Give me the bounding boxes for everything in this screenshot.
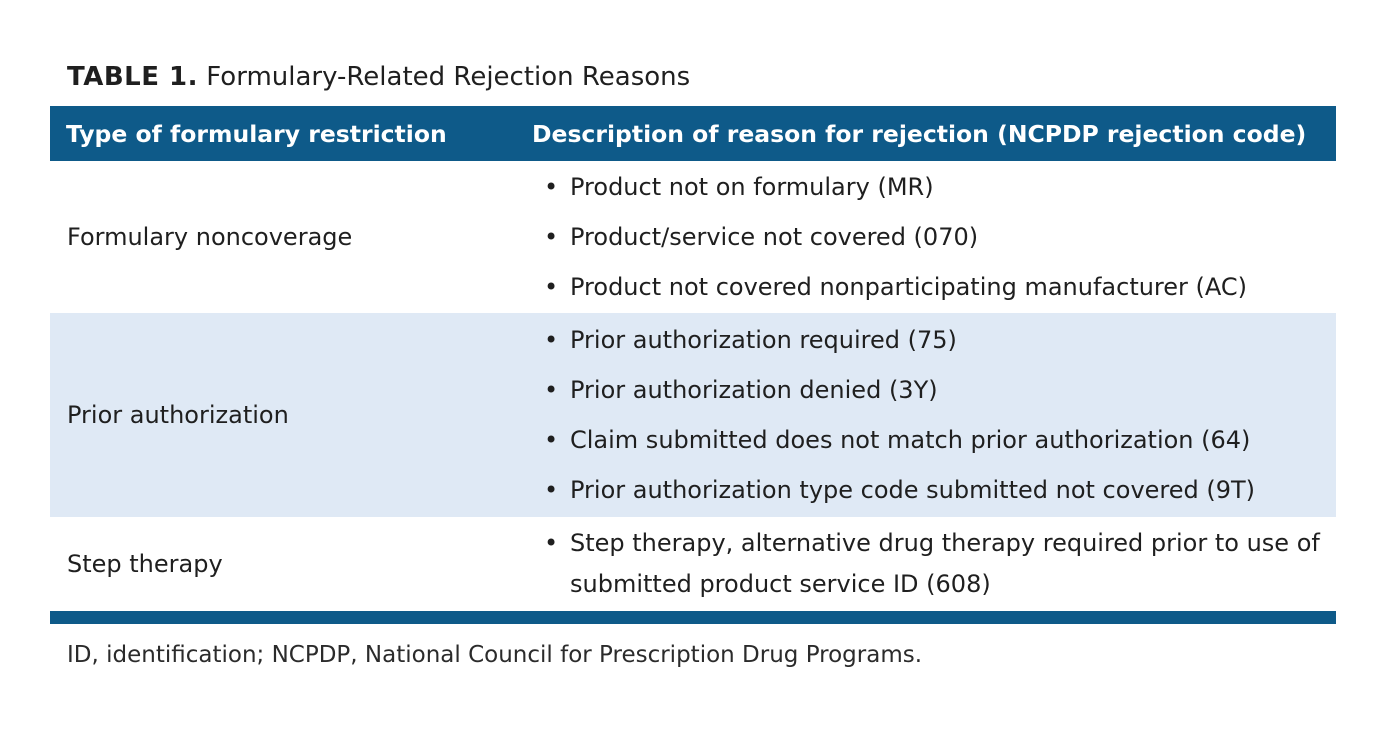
table-header-row: Type of formulary restriction Descriptio… <box>50 106 1336 161</box>
table-row: Formulary noncoverage Product not on for… <box>50 161 1336 313</box>
reason-item: Prior authorization required (75) <box>544 315 1336 365</box>
table-footnote: ID, identification; NCPDP, National Coun… <box>67 642 923 668</box>
rejection-reasons-cell: Step therapy, alternative drug therapy r… <box>493 517 1336 611</box>
header-restriction-type: Type of formulary restriction <box>50 106 493 161</box>
restriction-type-cell: Formulary noncoverage <box>67 223 353 251</box>
reason-item: Prior authorization denied (3Y) <box>544 365 1336 415</box>
reason-list: Product not on formulary (MR) Product/se… <box>544 162 1336 312</box>
reason-list: Prior authorization required (75) Prior … <box>544 315 1336 515</box>
restriction-type-cell: Prior authorization <box>50 313 493 517</box>
table-bottom-rule <box>50 611 1336 624</box>
reason-item: Prior authorization type code submitted … <box>544 465 1336 515</box>
table-row: Step therapy Step therapy, alternative d… <box>50 517 1336 611</box>
restriction-type-cell: Step therapy <box>67 550 223 578</box>
reason-list: Step therapy, alternative drug therapy r… <box>544 523 1336 605</box>
reason-item: Step therapy, alternative drug therapy r… <box>544 523 1336 605</box>
table-caption: TABLE 1. Formulary-Related Rejection Rea… <box>67 62 690 92</box>
header-rejection-description: Description of reason for rejection (NCP… <box>493 106 1336 161</box>
table-number: TABLE 1. <box>67 62 199 92</box>
reason-item: Claim submitted does not match prior aut… <box>544 415 1336 465</box>
reason-item: Product/service not covered (070) <box>544 212 1336 262</box>
reason-item: Product not covered nonparticipating man… <box>544 262 1336 312</box>
table-title: Formulary-Related Rejection Reasons <box>206 62 691 92</box>
rejection-reasons-cell: Prior authorization required (75) Prior … <box>493 313 1336 517</box>
table-row: Prior authorization Prior authorization … <box>50 313 1336 517</box>
rejection-reasons-cell: Product not on formulary (MR) Product/se… <box>493 161 1336 313</box>
reason-item: Product not on formulary (MR) <box>544 162 1336 212</box>
rejection-reasons-table: Type of formulary restriction Descriptio… <box>50 106 1336 624</box>
